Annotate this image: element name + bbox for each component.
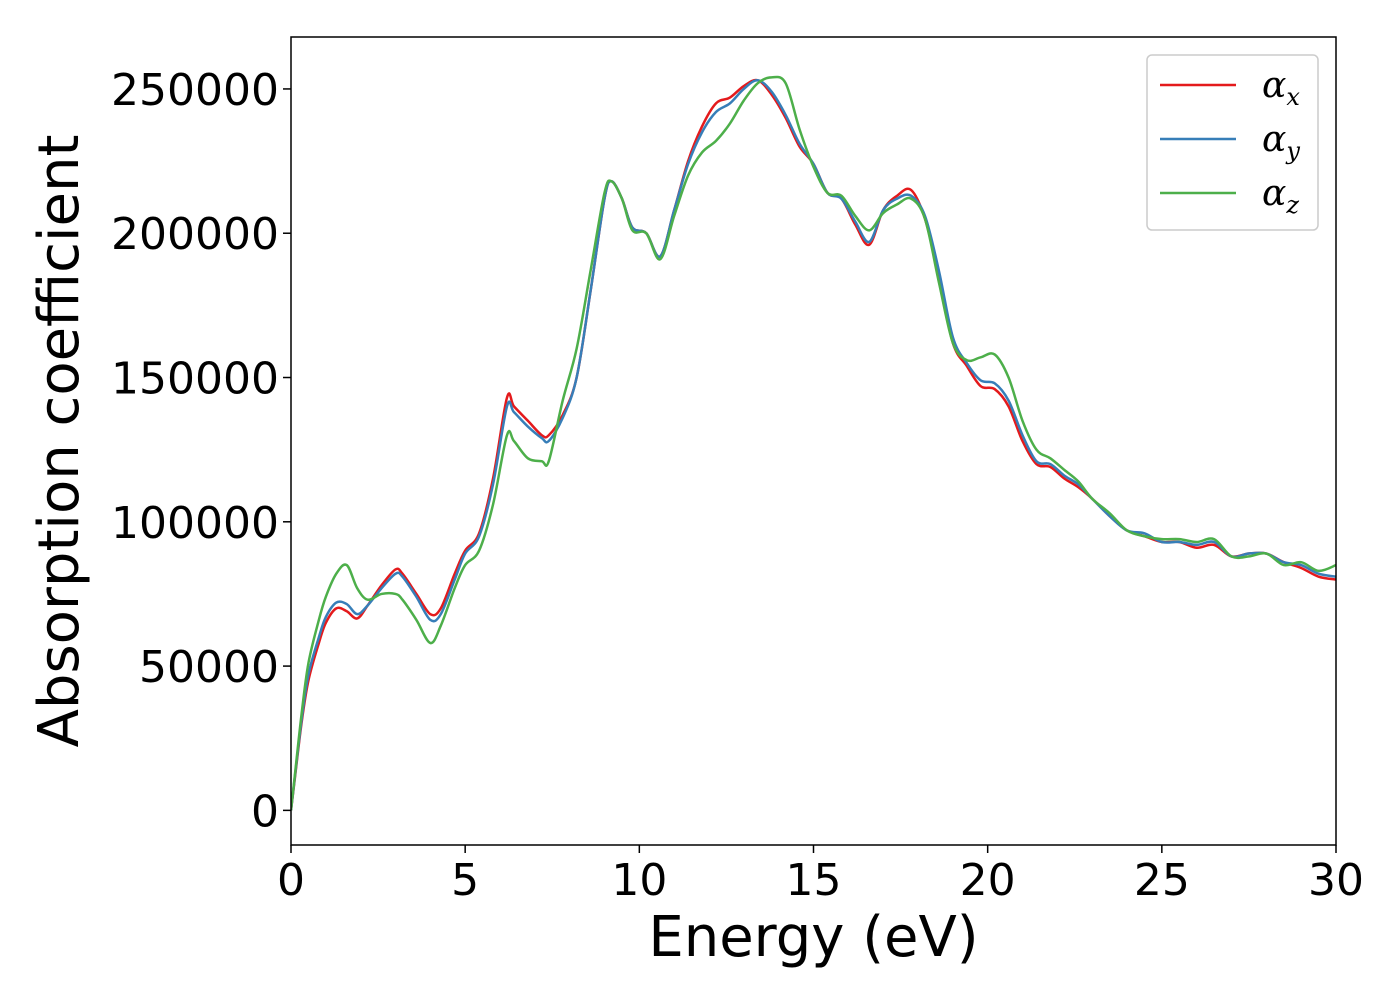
legend-label-subscript: z — [1285, 191, 1299, 219]
x-tick-label: 5 — [451, 855, 479, 906]
legend-label-subscript: y — [1285, 137, 1300, 165]
x-tick-label: 20 — [960, 855, 1016, 906]
x-axis-label: Energy (eV) — [648, 905, 978, 970]
y-tick-label: 100000 — [111, 498, 279, 549]
series-line-alpha-z — [291, 75, 1336, 811]
legend-box — [1146, 54, 1319, 231]
y-axis-label: Absorption coefficient — [27, 135, 92, 748]
x-tick-label: 0 — [277, 855, 305, 906]
x-tick-label: 30 — [1308, 855, 1364, 906]
series-layer — [291, 75, 1336, 811]
x-tick-label: 10 — [611, 855, 667, 906]
x-axis-ticks: 0 5 10 15 20 25 30 — [277, 845, 1364, 906]
y-tick-label: 0 — [251, 786, 279, 837]
y-tick-label: 200000 — [111, 209, 279, 260]
x-tick-label: 15 — [786, 855, 842, 906]
y-tick-label: 50000 — [139, 642, 279, 693]
series-line-alpha-y — [291, 79, 1336, 811]
x-tick-label: 25 — [1134, 855, 1190, 906]
y-tick-label: 250000 — [111, 65, 279, 116]
y-tick-label: 150000 — [111, 354, 279, 405]
y-axis-ticks: 0 50000 100000 150000 200000 250000 — [111, 65, 291, 837]
legend-label-subscript: x — [1286, 83, 1300, 111]
